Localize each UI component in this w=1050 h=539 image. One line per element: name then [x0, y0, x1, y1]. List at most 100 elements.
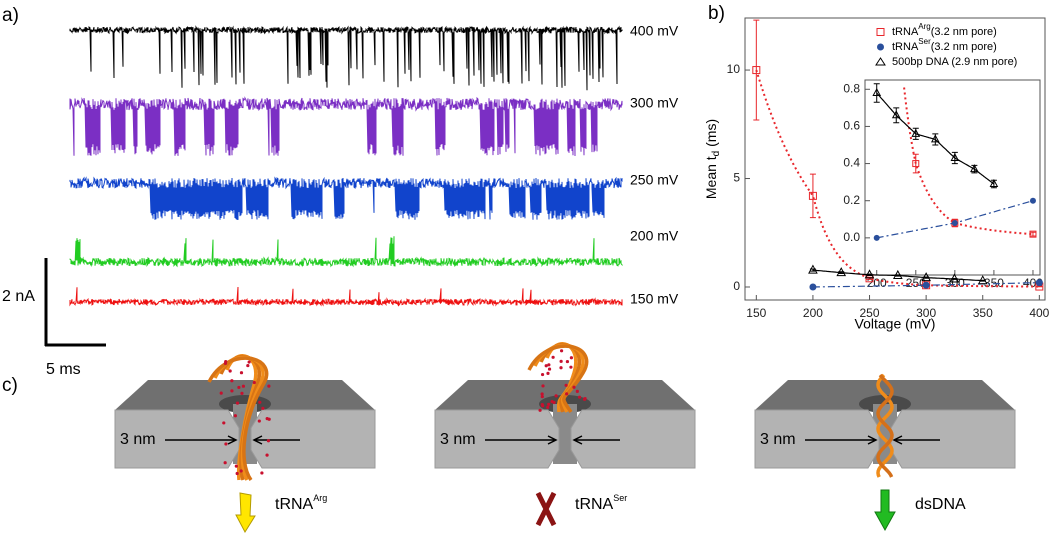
atom [552, 356, 555, 359]
atom [235, 465, 238, 468]
atom [545, 364, 548, 367]
molecule-sup: Arg [313, 493, 327, 503]
atom [546, 372, 549, 375]
legend-marker [877, 44, 884, 51]
x-tick-label: 150 [746, 306, 766, 320]
data-point [809, 283, 816, 290]
x-tick-label: 400 [1029, 306, 1049, 320]
y-tick-label: 0.4 [843, 156, 860, 170]
atom [538, 409, 541, 412]
data-point [874, 235, 880, 241]
atom [569, 366, 572, 369]
y-tick-label: 0.6 [843, 119, 860, 133]
current-trace [70, 27, 622, 90]
atom [541, 395, 544, 398]
atom [229, 369, 232, 372]
atom [236, 472, 239, 475]
atom [566, 360, 569, 363]
atom [583, 398, 586, 401]
current-trace [70, 287, 622, 305]
atom [541, 384, 544, 387]
atom [220, 392, 223, 395]
x-tick-label: 350 [973, 306, 993, 320]
molecule-name: tRNA [275, 496, 314, 513]
y-axis-title-part: (ms) [703, 119, 719, 151]
scale-label: 2 nA [2, 288, 35, 305]
atom [572, 386, 575, 389]
trace-label: 200 mV [630, 228, 679, 244]
atom [560, 349, 563, 352]
legend-name: 500bp DNA [892, 56, 950, 68]
panel-label: c) [2, 375, 18, 396]
y-axis-title: Mean td (ms) [703, 119, 722, 199]
molecule-sup: Ser [613, 493, 627, 503]
atom [541, 404, 544, 407]
x-tick-label: 200 [803, 306, 823, 320]
atom [224, 442, 227, 445]
membrane-front [571, 410, 695, 468]
atom [565, 392, 568, 395]
atom [230, 379, 233, 382]
current-trace [70, 178, 622, 220]
data-point [1030, 198, 1036, 204]
trace-label: 250 mV [630, 172, 679, 188]
atom [541, 373, 544, 376]
atom [240, 371, 243, 374]
atom [234, 414, 237, 417]
translocation-arrow [875, 490, 895, 530]
legend-suffix: (3.2 nm pore) [931, 26, 997, 38]
atom [265, 454, 268, 457]
current-trace [70, 98, 622, 156]
y-axis-title-part: Mean t [703, 156, 719, 199]
pore-width-label: 3 nm [120, 431, 156, 448]
atom [560, 360, 563, 363]
atom [559, 366, 562, 369]
atom [248, 360, 251, 363]
atom [268, 418, 271, 421]
error-bar [810, 174, 816, 217]
pore-width-label: 3 nm [760, 431, 796, 448]
y-tick-label: 5 [733, 171, 740, 185]
legend-label: 500bp DNA (2.9 nm pore) [892, 56, 1017, 68]
trace-label: 400 mV [630, 23, 679, 39]
current-trace [70, 236, 622, 266]
atom [547, 403, 550, 406]
legend-suffix: (3.2 nm pore) [931, 41, 997, 53]
molecule-label: tRNAArg [275, 493, 327, 513]
atom [222, 421, 225, 424]
atom [242, 385, 245, 388]
error-bar [753, 20, 759, 120]
y-tick-label: 10 [727, 62, 741, 76]
legend-marker [876, 58, 885, 65]
legend-label: tRNAArg(3.2 nm pore) [892, 22, 997, 38]
y-tick-label: 0.8 [843, 81, 860, 95]
atom [224, 461, 227, 464]
atom [260, 471, 263, 474]
y-tick-label: 0.0 [843, 230, 860, 244]
atom [237, 386, 240, 389]
pore-width-label: 3 nm [440, 431, 476, 448]
atom [261, 407, 264, 410]
molecule-label: dsDNA [915, 496, 966, 513]
atom [546, 406, 549, 409]
trace-label: 300 mV [630, 95, 679, 111]
atom [570, 356, 573, 359]
atom [555, 394, 558, 397]
atom [552, 401, 555, 404]
legend-label: tRNASer(3.2 nm pore) [892, 37, 997, 53]
legend-sup: Arg [918, 22, 930, 31]
panel-label: a) [2, 5, 19, 26]
y-tick-label: 0 [733, 279, 740, 293]
legend-suffix: (2.9 nm pore) [948, 56, 1017, 68]
atom [230, 389, 233, 392]
legend-sup: Ser [918, 37, 931, 46]
translocation-arrow [236, 493, 255, 532]
atom [565, 384, 568, 387]
x-axis-title: Voltage (mV) [855, 316, 936, 332]
atom [240, 469, 243, 472]
atom [258, 419, 261, 422]
atom [267, 385, 270, 388]
membrane-front [891, 410, 1015, 468]
